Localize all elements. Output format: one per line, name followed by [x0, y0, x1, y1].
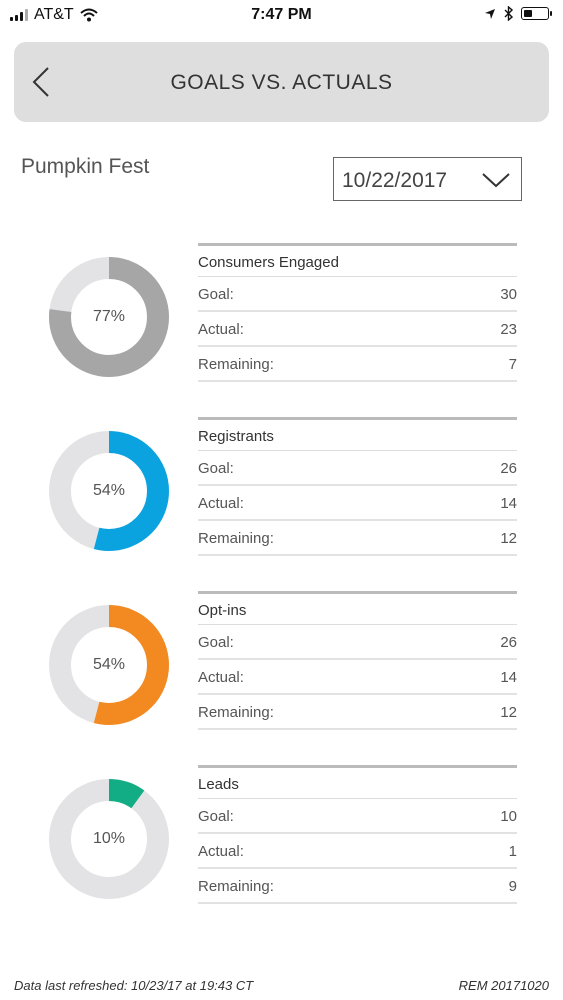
- remaining-row: Remaining: 12: [198, 521, 517, 556]
- goal-label: Goal:: [198, 460, 234, 477]
- donut-percent-label: 54%: [92, 482, 126, 499]
- donut-chart: [49, 779, 169, 899]
- remaining-label: Remaining:: [198, 878, 274, 895]
- actual-label: Actual:: [198, 321, 244, 338]
- page-title: GOALS VS. ACTUALS: [170, 71, 393, 94]
- actual-value: 1: [508, 843, 517, 860]
- metric-card: 10% Leads Goal: 10 Actual: 1 Remaining: 9: [0, 765, 563, 915]
- metric-table: Leads Goal: 10 Actual: 1 Remaining: 9: [198, 765, 517, 904]
- version-label: REM 20171020: [458, 978, 549, 993]
- remaining-value: 9: [508, 878, 517, 895]
- metric-title: Leads: [198, 765, 517, 799]
- metric-table: Consumers Engaged Goal: 30 Actual: 23 Remaini…: [198, 243, 517, 382]
- remaining-row: Remaining: 12: [198, 695, 517, 730]
- remaining-row: Remaining: 7: [198, 347, 517, 382]
- actual-value: 23: [500, 321, 517, 338]
- remaining-label: Remaining:: [198, 530, 274, 547]
- remaining-value: 12: [500, 704, 517, 721]
- actual-row: Actual: 23: [198, 312, 517, 347]
- goal-value: 30: [500, 286, 517, 303]
- goal-label: Goal:: [198, 286, 234, 303]
- donut-percent-label: 54%: [92, 656, 126, 673]
- actual-value: 14: [500, 495, 517, 512]
- metric-table: Opt-ins Goal: 26 Actual: 14 Remaining: 12: [198, 591, 517, 730]
- goal-value: 26: [500, 460, 517, 477]
- remaining-value: 12: [500, 530, 517, 547]
- remaining-value: 7: [508, 356, 517, 373]
- status-bar: AT&T 7:47 PM: [0, 0, 563, 32]
- wifi-icon: [80, 8, 98, 22]
- donut-progress-arc: [49, 257, 169, 377]
- status-time: 7:47 PM: [251, 6, 312, 23]
- metric-card: 77% Consumers Engaged Goal: 30 Actual: 23 Rema…: [0, 243, 563, 393]
- actual-row: Actual: 1: [198, 834, 517, 869]
- goal-label: Goal:: [198, 808, 234, 825]
- actual-label: Actual:: [198, 669, 244, 686]
- donut-progress-arc: [49, 779, 169, 899]
- donut-chart: [49, 257, 169, 377]
- chevron-down-icon: [482, 173, 510, 188]
- location-arrow-icon: [485, 8, 495, 19]
- last-refreshed: Data last refreshed: 10/23/17 at 19:43 C…: [14, 978, 254, 993]
- metric-title: Consumers Engaged: [198, 243, 517, 277]
- goal-value: 10: [500, 808, 517, 825]
- goal-value: 26: [500, 634, 517, 651]
- carrier-label: AT&T: [34, 6, 74, 23]
- actual-label: Actual:: [198, 843, 244, 860]
- donut-chart: [49, 431, 169, 551]
- status-left: AT&T: [10, 6, 98, 24]
- donut-percent-label: 77%: [92, 308, 126, 325]
- chevron-left-icon: [32, 67, 49, 97]
- bluetooth-icon: [504, 6, 513, 21]
- goal-row: Goal: 30: [198, 277, 517, 312]
- event-name: Pumpkin Fest: [21, 155, 150, 178]
- goal-row: Goal: 10: [198, 799, 517, 834]
- date-value: 10/22/2017: [342, 169, 448, 192]
- nav-header: GOALS VS. ACTUALS: [14, 42, 549, 122]
- metric-table: Registrants Goal: 26 Actual: 14 Remaining: 12: [198, 417, 517, 556]
- signal-icon: [10, 9, 28, 21]
- donut-progress-arc: [49, 431, 169, 551]
- remaining-row: Remaining: 9: [198, 869, 517, 904]
- goal-row: Goal: 26: [198, 451, 517, 486]
- goal-row: Goal: 26: [198, 625, 517, 660]
- metric-card: 54% Registrants Goal: 26 Actual: 14 Remaining:…: [0, 417, 563, 567]
- remaining-label: Remaining:: [198, 356, 274, 373]
- metric-title: Opt-ins: [198, 591, 517, 625]
- actual-row: Actual: 14: [198, 660, 517, 695]
- actual-label: Actual:: [198, 495, 244, 512]
- status-right: [484, 6, 552, 21]
- actual-row: Actual: 14: [198, 486, 517, 521]
- goal-label: Goal:: [198, 634, 234, 651]
- actual-value: 14: [500, 669, 517, 686]
- donut-percent-label: 10%: [92, 830, 126, 847]
- donut-chart: [49, 605, 169, 725]
- date-dropdown[interactable]: 10/22/2017: [333, 157, 522, 201]
- back-button[interactable]: [24, 62, 64, 102]
- remaining-label: Remaining:: [198, 704, 274, 721]
- metric-title: Registrants: [198, 417, 517, 451]
- donut-progress-arc: [49, 605, 169, 725]
- battery-icon: [521, 7, 552, 20]
- metric-card: 54% Opt-ins Goal: 26 Actual: 14 Remaining: 12: [0, 591, 563, 741]
